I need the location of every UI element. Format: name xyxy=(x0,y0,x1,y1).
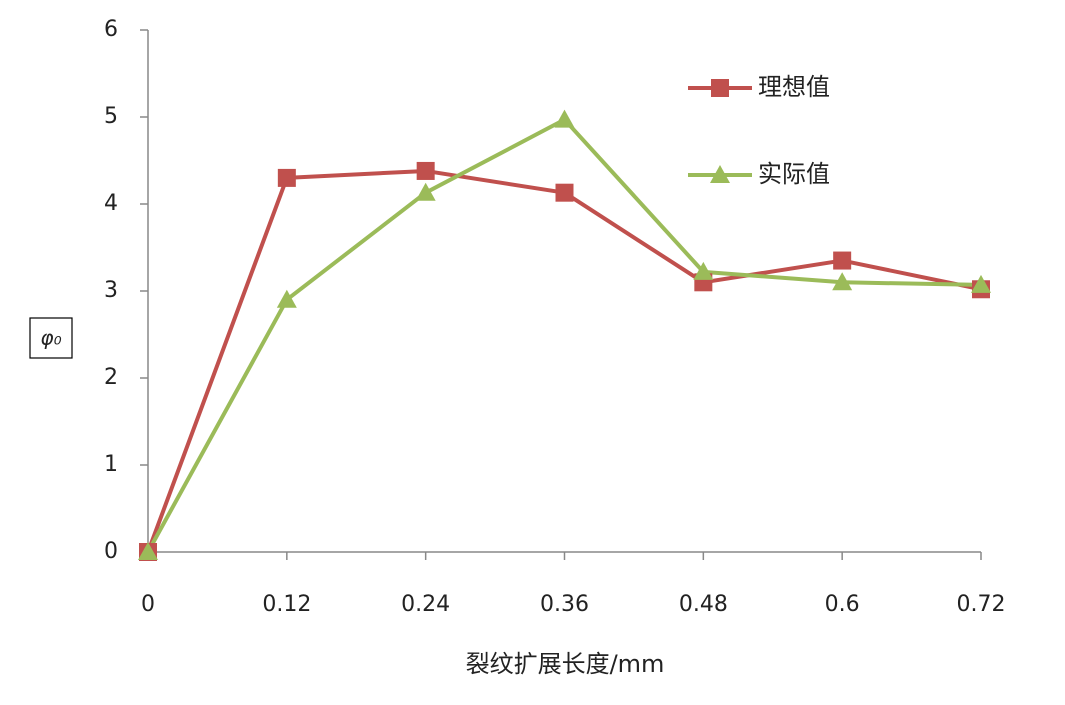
y-tick-label: 3 xyxy=(104,278,118,303)
y-tick-label: 5 xyxy=(104,104,118,129)
legend-marker xyxy=(710,165,730,183)
x-tick-label: 0.6 xyxy=(825,592,860,617)
data-point xyxy=(971,274,991,293)
x-tick-label: 0.36 xyxy=(540,592,589,617)
data-point xyxy=(555,183,574,202)
y-tick-label: 6 xyxy=(104,17,118,42)
data-point xyxy=(693,261,714,280)
y-label-box xyxy=(29,317,73,359)
x-tick-label: 0.72 xyxy=(957,592,1006,617)
data-point xyxy=(138,542,158,560)
y-tick-label: 1 xyxy=(104,452,118,477)
x-tick-label: 0 xyxy=(141,592,155,617)
legend-label: 理想值 xyxy=(758,73,830,101)
data-point xyxy=(832,272,853,291)
data-point xyxy=(416,161,435,180)
y-tick-label: 4 xyxy=(104,191,118,216)
y-tick-label: 0 xyxy=(104,539,118,564)
y-tick-label: 2 xyxy=(104,365,118,390)
data-point xyxy=(833,251,852,270)
x-axis-label: 裂纹扩展长度/mm xyxy=(466,650,665,678)
legend-marker xyxy=(711,79,729,97)
data-point xyxy=(415,182,436,201)
x-tick-label: 0.24 xyxy=(401,592,450,617)
data-point xyxy=(277,168,296,187)
x-tick-label: 0.48 xyxy=(679,592,728,617)
y-axis-label: φ₀ xyxy=(40,326,61,350)
x-tick-label: 0.12 xyxy=(262,592,311,617)
data-point xyxy=(554,109,575,128)
legend-label: 实际值 xyxy=(758,160,830,188)
data-point xyxy=(276,289,297,308)
